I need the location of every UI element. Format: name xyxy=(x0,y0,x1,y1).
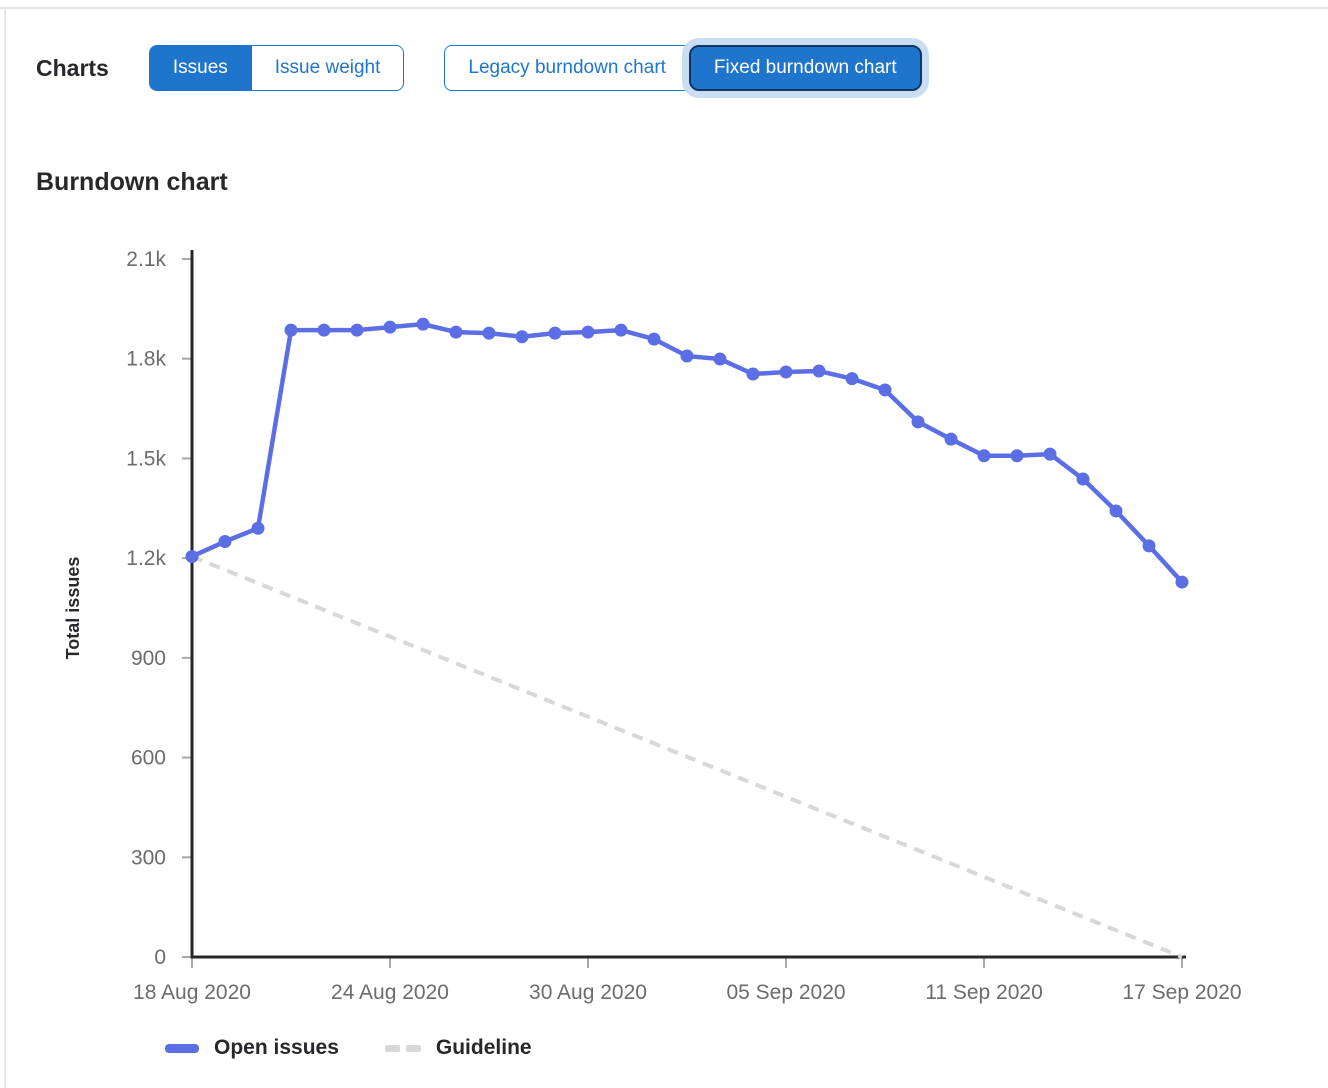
open-issues-point xyxy=(317,323,331,337)
open-issues-point xyxy=(581,325,595,339)
open-issues-point xyxy=(680,349,694,363)
open-issues-point xyxy=(944,432,958,446)
y-tick-label: 1.8k xyxy=(126,348,166,371)
x-tick-label: 30 Aug 2020 xyxy=(529,981,647,1004)
x-tick-label: 24 Aug 2020 xyxy=(331,981,449,1004)
x-tick-label: 18 Aug 2020 xyxy=(133,981,251,1004)
charts-toolbar: Charts Issues Issue weight Legacy burndo… xyxy=(36,45,922,91)
open-issues-point xyxy=(812,364,826,378)
page-title: Burndown chart xyxy=(36,168,228,196)
guideline-line xyxy=(191,554,1183,959)
open-issues-point xyxy=(383,320,397,334)
open-issues-point xyxy=(416,317,430,331)
y-tick-label: 2.1k xyxy=(126,248,166,271)
y-tick-label: 600 xyxy=(131,747,166,770)
x-tick-label: 17 Sep 2020 xyxy=(1122,981,1241,1004)
chart-legend: Open issues Guideline xyxy=(165,1036,532,1060)
metric-toggle-group: Issues Issue weight xyxy=(148,45,405,91)
legacy-burndown-chart-button[interactable]: Legacy burndown chart xyxy=(444,45,689,91)
open-issues-point xyxy=(878,383,892,397)
y-tick-label: 300 xyxy=(131,846,166,869)
open-issues-point xyxy=(977,449,991,463)
open-issues-line xyxy=(189,321,1185,585)
open-issues-point xyxy=(218,535,232,549)
open-issues-point xyxy=(713,352,727,366)
guideline-dash-swatch xyxy=(384,1044,421,1052)
open-issues-point xyxy=(515,330,529,344)
open-issues-point xyxy=(251,521,265,535)
open-issues-point xyxy=(647,332,661,346)
chart-type-toggle-group: Legacy burndown chart Fixed burndown cha… xyxy=(444,45,922,91)
open-issues-point xyxy=(284,323,298,337)
burndown-chart: 0 300 600 900 1.2k 1.5k 1.8k 2.1k 18 Aug 2020 24 … xyxy=(0,225,1328,1025)
open-issues-point xyxy=(449,325,463,339)
open-issues-point xyxy=(1109,504,1123,518)
open-issues-point xyxy=(482,326,496,340)
open-issues-point xyxy=(911,415,925,429)
left-divider xyxy=(4,7,6,1088)
open-issues-point xyxy=(350,323,364,337)
open-issues-point xyxy=(185,549,199,563)
legend-item-guideline[interactable]: Guideline xyxy=(384,1036,532,1060)
open-issues-point xyxy=(614,323,628,337)
y-tick-label: 0 xyxy=(154,946,166,969)
open-issues-point xyxy=(1175,575,1189,589)
x-tick-label: 05 Sep 2020 xyxy=(726,981,845,1004)
fixed-burndown-chart-button[interactable]: Fixed burndown chart xyxy=(688,45,922,91)
charts-label: Charts xyxy=(36,54,109,81)
burndown-chart-svg: 0 300 600 900 1.2k 1.5k 1.8k 2.1k 18 Aug 2020 24 … xyxy=(63,248,1242,1004)
open-issues-point xyxy=(1142,539,1156,553)
x-tick-label: 11 Sep 2020 xyxy=(925,981,1043,1004)
y-tick-label: 900 xyxy=(131,647,166,670)
open-issues-line-swatch xyxy=(165,1043,199,1053)
legend-label-open-issues: Open issues xyxy=(214,1036,339,1059)
y-axis-title: Total issues xyxy=(63,557,83,660)
legend-label-guideline: Guideline xyxy=(435,1036,532,1059)
top-divider xyxy=(0,7,1328,9)
y-tick-label: 1.5k xyxy=(126,447,166,470)
issue-weight-toggle-button[interactable]: Issue weight xyxy=(250,45,405,91)
y-tick-label: 1.2k xyxy=(126,547,166,570)
open-issues-point xyxy=(746,367,760,381)
legend-item-open-issues[interactable]: Open issues xyxy=(165,1036,339,1060)
open-issues-point xyxy=(1043,447,1057,461)
open-issues-point xyxy=(779,365,793,379)
open-issues-point xyxy=(1076,472,1090,486)
open-issues-point xyxy=(1010,449,1024,463)
open-issues-point xyxy=(845,372,859,386)
issues-toggle-button[interactable]: Issues xyxy=(148,45,251,91)
open-issues-point xyxy=(548,326,562,340)
